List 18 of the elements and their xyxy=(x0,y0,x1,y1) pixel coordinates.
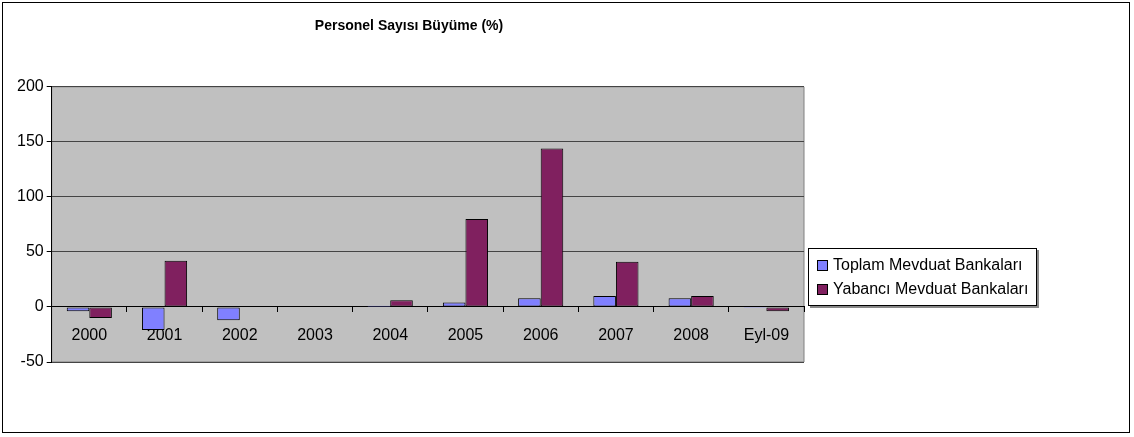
y-tick-label: 100 xyxy=(16,187,44,205)
x-tick-label: 2002 xyxy=(221,325,258,343)
x-tick-label: 2006 xyxy=(522,325,559,343)
x-tick-label: Eyl-09 xyxy=(743,325,790,343)
y-tick-label: 150 xyxy=(16,132,44,150)
x-tick-label: 2005 xyxy=(447,325,484,343)
x-tick-label: 2000 xyxy=(71,325,108,343)
y-tick-label: 0 xyxy=(34,297,44,315)
chart-title: Personel Sayısı Büyüme (%) xyxy=(314,17,504,34)
x-tick-label: 2004 xyxy=(372,325,409,343)
legend-label: Yabancı Mevduat Bankaları xyxy=(833,279,1029,299)
x-tick-label: 2008 xyxy=(673,325,710,343)
legend-label: Toplam Mevduat Bankaları xyxy=(833,255,1023,275)
x-tick-label: 2003 xyxy=(297,325,333,343)
y-tick-label: 200 xyxy=(16,77,44,95)
x-tick-label: 2007 xyxy=(598,325,634,343)
y-tick-label: -50 xyxy=(20,352,44,370)
y-tick-label: 50 xyxy=(25,242,44,260)
